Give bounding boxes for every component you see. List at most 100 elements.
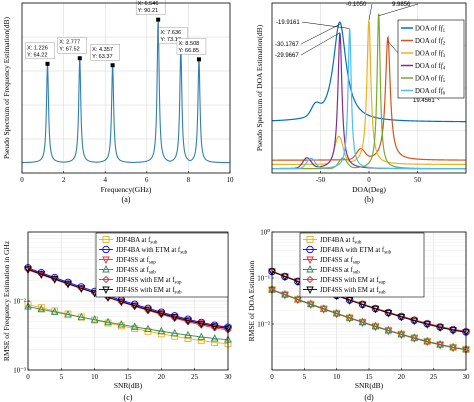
panel-b-legend bbox=[397, 19, 465, 99]
panel-d-xtick-label: 30 bbox=[463, 373, 471, 381]
panel-a-datatip-box bbox=[25, 42, 55, 60]
legend-subscript: 6 bbox=[443, 92, 446, 97]
panel-c-series-line bbox=[27, 306, 229, 341]
panel-c-caption: (c) bbox=[124, 393, 133, 402]
legend-label: JDF4SS with EM at fsub bbox=[320, 287, 386, 296]
panel-a-datatip-x: X: 4.357 bbox=[92, 47, 113, 53]
panel-c-series-marker bbox=[144, 324, 152, 333]
panel-b-annotation: -30.1767 bbox=[275, 42, 299, 48]
legend-f: f bbox=[441, 63, 444, 70]
panel-c-ylabel: RMSE of Frequency Estimation in GHz bbox=[2, 240, 11, 361]
panel-c-series-marker bbox=[117, 320, 126, 328]
panel-d-series-marker bbox=[410, 333, 418, 341]
panel-d-series-marker bbox=[371, 305, 380, 314]
panel-c-series-marker bbox=[157, 310, 166, 319]
panel-b-xlabel: DOA(Deg) bbox=[352, 185, 386, 194]
legend-f: f bbox=[441, 51, 444, 58]
panel-c-xtick-label: 15 bbox=[125, 373, 133, 381]
panel-d-series-marker bbox=[281, 273, 289, 282]
panel-b-annotation-arrow bbox=[368, 3, 373, 21]
panel-c-series-marker bbox=[64, 280, 72, 289]
panel-a-xtick-label: 0 bbox=[20, 176, 24, 184]
panel-a-axes-box bbox=[21, 2, 231, 174]
panel-d-legend-marker bbox=[306, 264, 314, 273]
legend-subscript: 5 bbox=[443, 79, 446, 84]
panel-c-series-marker bbox=[130, 322, 139, 330]
panel-d-series-marker bbox=[423, 336, 431, 345]
legend-subscript: sub bbox=[150, 241, 157, 246]
panel-b-annotation: -19.9161 bbox=[276, 20, 300, 26]
panel-c-series-marker bbox=[117, 322, 125, 330]
panel-a-peak-marker bbox=[110, 63, 115, 68]
legend-subscript: sup bbox=[353, 261, 360, 266]
legend-subscript: 4 bbox=[443, 67, 446, 72]
panel-c-series-marker bbox=[77, 285, 86, 293]
panel-d-series-marker bbox=[397, 312, 405, 320]
panel-a-datatip-x: X: 7.636 bbox=[160, 30, 181, 36]
panel-b-legend-label: DOA of ff3 bbox=[415, 51, 446, 60]
panel-b-series-line-f1 bbox=[271, 21, 466, 123]
panel-c-legend-marker bbox=[102, 275, 110, 284]
panel-c-series-marker bbox=[37, 270, 45, 278]
panel-c-series-marker bbox=[130, 302, 139, 311]
panel-d-series-marker bbox=[410, 317, 418, 326]
panel-d-series-marker bbox=[436, 324, 444, 332]
panel-c-xlabel: SNR(dB) bbox=[114, 381, 143, 390]
legend-label: JDF4BA with ETM at fsub bbox=[320, 247, 392, 256]
panel-b-xtick-label: 50 bbox=[414, 176, 422, 184]
legend-label: JDF4SS with EM at fsup bbox=[320, 277, 386, 286]
panel-d-series-marker bbox=[449, 344, 457, 353]
panel-c-series-marker bbox=[37, 271, 46, 279]
panel-d-series-marker bbox=[436, 322, 444, 331]
panel-b-ylabel: Pseudo Spectrum of DOA Estimation(dB) bbox=[255, 24, 264, 151]
legend-subscript: sub bbox=[353, 271, 360, 276]
panel-d-ytick-label: 10⁻¹ bbox=[257, 275, 270, 283]
panel-c-series-marker bbox=[211, 338, 219, 346]
panel-d-series-marker bbox=[320, 304, 328, 312]
panel-c-series-marker bbox=[184, 330, 192, 339]
panel-d-series-marker bbox=[332, 308, 341, 317]
legend-label: JDF4BA with ETM at fsub bbox=[116, 247, 188, 256]
panel-a-xtick-label: 6 bbox=[145, 176, 149, 184]
panel-c-series-marker bbox=[157, 326, 166, 335]
panel-a-datatip-y: Y: 63.37 bbox=[92, 54, 113, 60]
legend-f: f bbox=[441, 38, 444, 45]
panel-d-series-marker bbox=[423, 338, 431, 347]
panel-a-datatip-box bbox=[176, 38, 207, 55]
legend-label: JDF4SS at fsub bbox=[320, 267, 360, 276]
panel-b-annotation-arrow bbox=[378, 3, 419, 16]
legend-subscript: 1 bbox=[443, 29, 446, 34]
panel-c-series-marker bbox=[50, 307, 59, 315]
panel-d-legend-marker bbox=[306, 236, 314, 243]
panel-a-spectrum-line bbox=[22, 20, 230, 164]
panel-d-series-marker bbox=[436, 341, 444, 350]
panel-a-peak-marker bbox=[77, 56, 82, 61]
panel-c-series-marker bbox=[77, 312, 86, 321]
legend-subscript: sup bbox=[175, 281, 182, 286]
panel-c-series-marker bbox=[144, 306, 152, 315]
panel-c-xtick-label: 25 bbox=[191, 373, 199, 381]
legend-subscript: sup bbox=[379, 281, 386, 286]
panel-b-legend-label: DOA of ff6 bbox=[415, 88, 446, 97]
panel-c-series-marker bbox=[170, 314, 179, 322]
legend-f: f bbox=[441, 88, 444, 95]
panel-a-xtick-label: 4 bbox=[103, 176, 107, 184]
panel-b-annotation-arrow bbox=[300, 24, 341, 45]
panel-c-series-marker bbox=[210, 334, 219, 342]
legend-f: f bbox=[441, 76, 444, 83]
panel-d-series-marker bbox=[281, 289, 289, 298]
panel-b-legend-label: DOA of ff2 bbox=[415, 38, 446, 47]
legend-subscript: sub bbox=[149, 271, 156, 276]
panel-c-series-line bbox=[27, 267, 229, 328]
panel-d-xtick-label: 25 bbox=[430, 373, 438, 381]
panel-a-xtick-label: 2 bbox=[62, 176, 66, 184]
panel-c-legend-marker bbox=[102, 286, 110, 295]
panel-a-datatip-x: X: 8.508 bbox=[178, 41, 199, 47]
panel-b-annotation: 9.9856 bbox=[392, 2, 411, 8]
panel-c-legend-marker bbox=[102, 264, 110, 273]
panel-d-series-marker bbox=[371, 321, 380, 330]
panel-d-series-marker bbox=[294, 294, 302, 303]
panel-a-datatip-box bbox=[90, 44, 120, 61]
panel-c-legend bbox=[95, 232, 229, 298]
